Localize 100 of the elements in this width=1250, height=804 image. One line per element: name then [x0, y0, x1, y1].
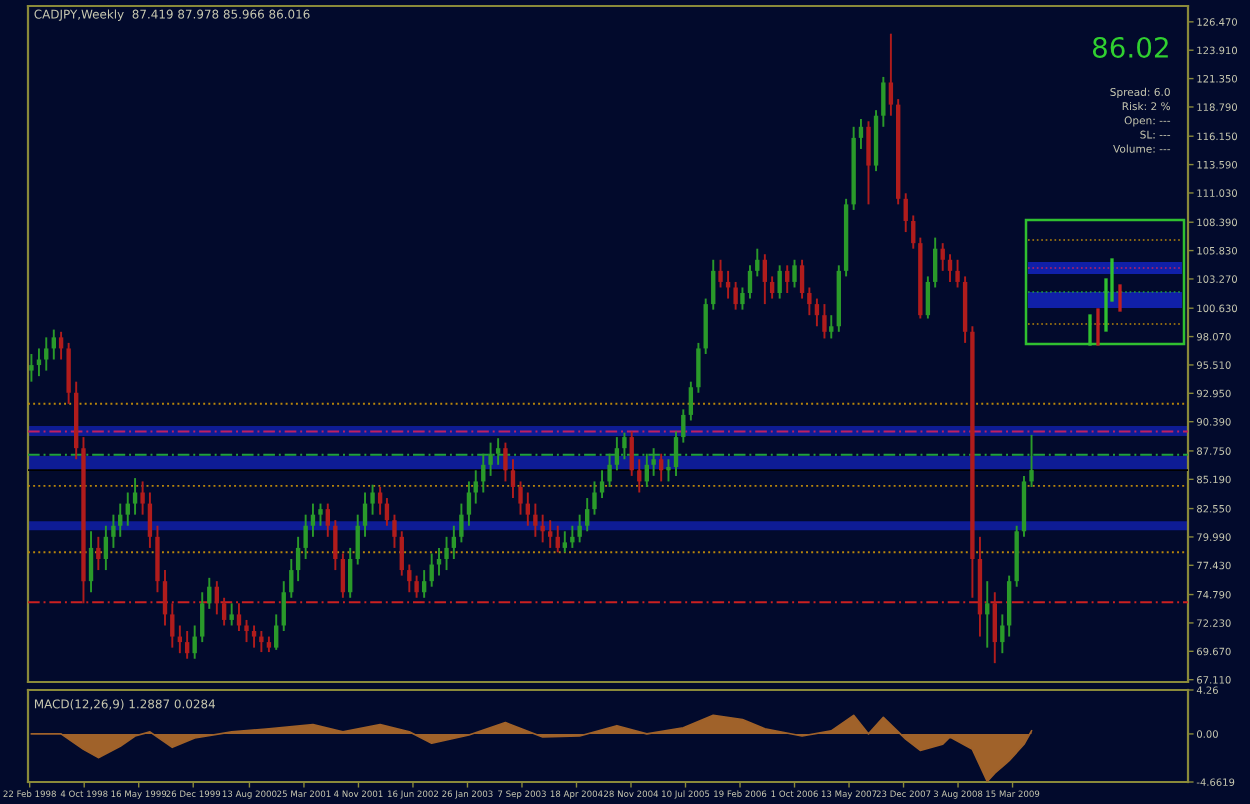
candlestick [762, 253, 768, 306]
candlestick [858, 118, 864, 150]
candlestick [947, 253, 953, 283]
candlestick [755, 247, 760, 278]
candlestick [992, 591, 997, 665]
candlestick [792, 258, 797, 289]
candlestick [421, 569, 427, 599]
candlestick [740, 286, 745, 311]
candlestick [562, 530, 567, 554]
candlestick [711, 258, 716, 311]
candlestick [925, 275, 931, 320]
candlestick [407, 563, 412, 594]
candlestick [799, 258, 805, 300]
candlestick [103, 524, 109, 572]
candlestick [637, 458, 642, 494]
candlestick [703, 297, 708, 355]
candlestick [473, 469, 478, 505]
candlestick [132, 477, 138, 516]
candlestick [658, 452, 664, 483]
candlestick [814, 297, 820, 328]
candlestick [510, 458, 516, 500]
candlestick [932, 236, 938, 289]
candlestick [96, 535, 101, 572]
candlestick [125, 491, 130, 527]
candlestick [599, 469, 605, 500]
candlestick [44, 336, 49, 372]
candlestick [459, 502, 464, 544]
candlestick [592, 480, 597, 516]
candlestick [451, 524, 457, 560]
candlestick [985, 580, 990, 649]
candlestick [903, 192, 908, 234]
candlestick [940, 242, 945, 272]
candlestick [614, 436, 620, 472]
candlestick [88, 530, 94, 594]
candlestick [518, 480, 523, 516]
candlestick [362, 491, 368, 538]
candlestick [622, 431, 627, 461]
candlestick [414, 574, 419, 599]
candlestick [295, 535, 301, 583]
candlestick [466, 480, 472, 527]
candlestick [118, 502, 123, 538]
candlestick [777, 264, 782, 300]
candlestick [785, 264, 790, 294]
candlestick [200, 591, 205, 644]
candlestick [888, 32, 894, 117]
candlestick [555, 524, 560, 554]
annotation: 86.02 [1092, 36, 1168, 58]
candlestick [170, 602, 175, 649]
candlestick [162, 569, 168, 627]
candlestick [718, 258, 723, 289]
candlestick [303, 513, 308, 560]
candlestick [503, 441, 508, 483]
candlestick [370, 483, 375, 516]
candlestick [955, 258, 960, 289]
candlestick [807, 286, 812, 317]
candlestick [533, 502, 538, 538]
candlestick [881, 75, 886, 128]
candlestick [607, 452, 612, 488]
candlestick [673, 430, 679, 477]
candlestick [66, 341, 71, 405]
candlestick [681, 408, 686, 444]
candlestick [192, 624, 197, 660]
candlestick [769, 275, 775, 300]
candlestick [444, 535, 449, 572]
candlestick [347, 546, 353, 599]
candlestick [310, 502, 316, 538]
candlestick [392, 513, 397, 549]
candlestick [318, 502, 323, 527]
candlestick [822, 303, 827, 340]
candlestick [577, 513, 582, 544]
candlestick [733, 280, 738, 311]
candlestick [495, 437, 501, 466]
candlestick [399, 530, 404, 577]
candlestick [1029, 433, 1034, 488]
candlestick [747, 264, 753, 300]
candlestick [325, 502, 330, 538]
candlestick [355, 513, 360, 566]
candlestick [229, 602, 234, 627]
candlestick [666, 458, 671, 483]
candlestick [585, 497, 590, 533]
candlestick [911, 214, 916, 250]
candlestick [340, 552, 346, 599]
candlestick [140, 480, 145, 516]
candlestick [436, 546, 442, 577]
candlestick [333, 519, 338, 572]
candlestick [629, 430, 634, 477]
candlestick [51, 328, 56, 361]
candlestick [29, 353, 34, 383]
candlestick [147, 491, 153, 549]
candlestick [488, 441, 493, 477]
candlestick [570, 524, 575, 549]
candlestick [829, 314, 834, 340]
candlestick [525, 491, 531, 527]
candlestick [1006, 574, 1012, 638]
candlestick [696, 341, 701, 394]
candlestick [688, 380, 694, 422]
candlestick [184, 630, 190, 660]
candlestick [377, 485, 383, 516]
candlestick [548, 519, 553, 549]
candlestick [251, 624, 257, 649]
